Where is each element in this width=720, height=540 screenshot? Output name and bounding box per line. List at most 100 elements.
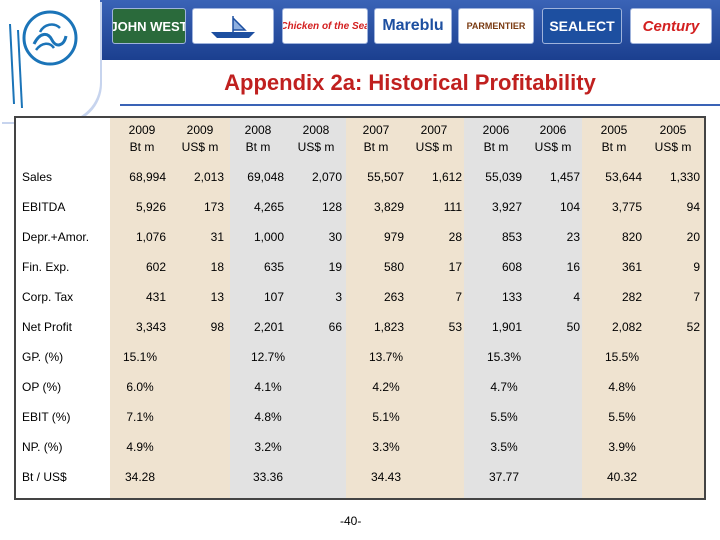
table-cell: 608 — [501, 260, 522, 274]
column-header: 2008 Bt m — [244, 123, 272, 154]
ratio-cell: 15.1% — [122, 350, 158, 364]
column-header: 2008 US$ m — [297, 123, 335, 154]
table-cell: 53 — [448, 320, 462, 334]
table-cell: 431 — [145, 290, 166, 304]
brand-logo-parmentier: PARMENTIER — [458, 8, 534, 44]
table-cell: 128 — [321, 200, 342, 214]
table-cell: 853 — [501, 230, 522, 244]
brand-logo-sealect: SEALECT — [542, 8, 622, 44]
table-cell: 18 — [210, 260, 224, 274]
table-cell: 1,000 — [253, 230, 284, 244]
table-cell: 282 — [621, 290, 642, 304]
year-band-2007 — [346, 118, 464, 498]
table-cell: 7 — [455, 290, 462, 304]
ratio-cell: 15.5% — [604, 350, 640, 364]
table-cell: 1,076 — [135, 230, 166, 244]
table-cell: 2,082 — [611, 320, 642, 334]
table-cell: 133 — [501, 290, 522, 304]
table-cell: 2,070 — [311, 170, 342, 184]
table-cell: 19 — [328, 260, 342, 274]
table-cell: 94 — [686, 200, 700, 214]
table-cell: 1,901 — [491, 320, 522, 334]
column-header: 2009 US$ m — [181, 123, 219, 154]
column-header: 2009 Bt m — [128, 123, 156, 154]
ratio-cell: 4.7% — [490, 380, 518, 394]
row-label: Net Profit — [22, 320, 73, 334]
table-cell: 2,201 — [253, 320, 284, 334]
table-cell: 4,265 — [253, 200, 284, 214]
row-label: Depr.+Amor. — [22, 230, 90, 244]
table-cell: 16 — [566, 260, 580, 274]
page-title: Appendix 2a: Historical Profitability — [224, 70, 596, 95]
table-cell: 23 — [566, 230, 580, 244]
table-cell: 17 — [448, 260, 462, 274]
table-cell: 361 — [621, 260, 642, 274]
brand-logo-century: Century — [630, 8, 712, 44]
table-cell: 3,343 — [135, 320, 166, 334]
column-header: 2007 US$ m — [415, 123, 453, 154]
brand-logo-chicken-of-the-sea: Chicken of the Sea — [282, 8, 368, 44]
table-cell: 5,926 — [135, 200, 166, 214]
ratio-cell: 7.1% — [126, 410, 154, 424]
ratio-label: NP. (%) — [22, 440, 63, 454]
wave-emblem-icon — [22, 10, 78, 66]
table-cell: 635 — [263, 260, 284, 274]
table-cell: 104 — [559, 200, 580, 214]
column-header: 2005 Bt m — [600, 123, 628, 154]
table-cell: 50 — [566, 320, 580, 334]
table-cell: 7 — [693, 290, 700, 304]
table-cell: 263 — [383, 290, 404, 304]
table-cell: 30 — [328, 230, 342, 244]
row-label-column — [16, 118, 110, 498]
table-cell: 4 — [573, 290, 580, 304]
ratio-cell: 12.7% — [250, 350, 286, 364]
ship-icon — [211, 16, 255, 38]
ratio-cell: 4.9% — [126, 440, 154, 454]
table-cell: 820 — [621, 230, 642, 244]
ratio-cell: 3.5% — [490, 440, 518, 454]
brand-logo-prince-wood — [192, 8, 274, 44]
ratio-cell: 3.3% — [372, 440, 400, 454]
table-cell: 55,039 — [485, 170, 522, 184]
table-cell: 580 — [383, 260, 404, 274]
company-name-vertical-text — [9, 23, 23, 109]
table-cell: 173 — [203, 200, 224, 214]
table-cell: 20 — [686, 230, 700, 244]
ratio-cell: 4.2% — [372, 380, 400, 394]
page-number: -40- — [340, 514, 362, 528]
ratio-blank-cell — [170, 342, 206, 494]
year-band-2005 — [582, 118, 704, 498]
table-cell: 107 — [263, 290, 284, 304]
table-cell: 66 — [328, 320, 342, 334]
table-cell: 1,457 — [549, 170, 580, 184]
title-divider — [120, 104, 720, 106]
ratio-cell: 34.43 — [370, 470, 402, 484]
table-cell: 1,330 — [669, 170, 700, 184]
column-header: 2005 US$ m — [654, 123, 692, 154]
brand-logo-john-west: JOHN WEST — [112, 8, 186, 44]
ratio-cell: 5.1% — [372, 410, 400, 424]
ratio-label: GP. (%) — [22, 350, 64, 364]
ratio-label: OP (%) — [22, 380, 62, 394]
profitability-table: 2009 Bt m 2009 US$ m 2008 Bt m 2008 US$ m 20… — [14, 116, 706, 500]
table-cell: 1,612 — [431, 170, 462, 184]
table-cell: 13 — [210, 290, 224, 304]
ratio-cell: 3.2% — [254, 440, 282, 454]
table-cell: 602 — [145, 260, 166, 274]
table-cell: 979 — [383, 230, 404, 244]
ratio-cell: 4.1% — [254, 380, 282, 394]
column-header: 2006 Bt m — [482, 123, 510, 154]
ratio-cell: 5.5% — [490, 410, 518, 424]
ratio-label: Bt / US$ — [22, 470, 67, 484]
table-cell: 3,829 — [373, 200, 404, 214]
ratio-cell: 13.7% — [368, 350, 404, 364]
ratio-cell: 4.8% — [608, 380, 636, 394]
ratio-cell: 5.5% — [608, 410, 636, 424]
row-label: Fin. Exp. — [22, 260, 70, 274]
ratio-cell: 40.32 — [606, 470, 638, 484]
ratio-cell: 6.0% — [126, 380, 154, 394]
ratio-cell: 37.77 — [488, 470, 520, 484]
table-cell: 52 — [686, 320, 700, 334]
company-logo — [0, 0, 100, 122]
table-cell: 1,823 — [373, 320, 404, 334]
